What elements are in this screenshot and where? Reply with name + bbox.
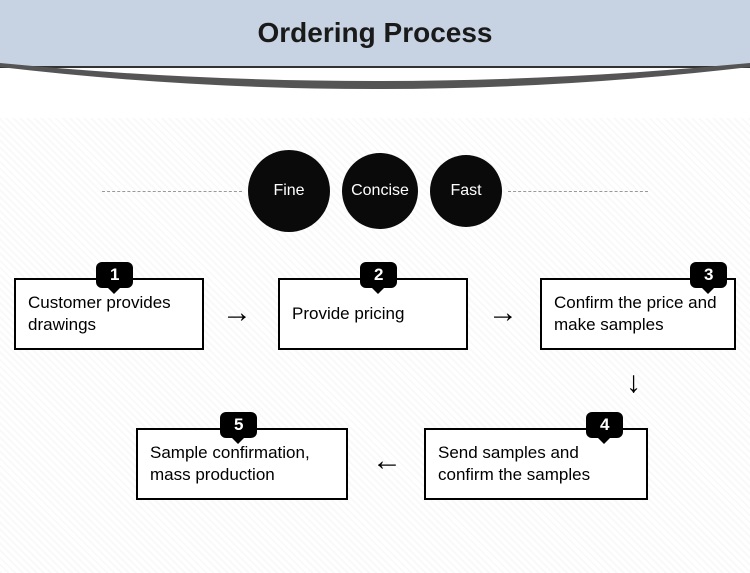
step-box-2: 2Provide pricing [278, 278, 468, 350]
step-text: Provide pricing [292, 303, 404, 325]
flow-arrow: → [488, 296, 518, 330]
page-title: Ordering Process [258, 17, 493, 49]
step-box-4: 4Send samples and confirm the samples [424, 428, 648, 500]
dashed-line-left [102, 191, 242, 192]
badge-label: Fast [450, 182, 481, 200]
step-text: Send samples and confirm the samples [438, 442, 634, 486]
header-bar: Ordering Process [0, 0, 750, 68]
badge-label: Concise [351, 182, 409, 200]
badge-fast: Fast [430, 155, 502, 227]
step-box-5: 5Sample confirmation, mass production [136, 428, 348, 500]
header-swoosh [0, 63, 750, 103]
badge-row: Fine Concise Fast [0, 146, 750, 236]
content-area: Fine Concise Fast 1Customer provides dra… [0, 118, 750, 573]
step-number: 5 [220, 412, 257, 438]
step-text: Customer provides drawings [28, 292, 190, 336]
badge-label: Fine [273, 182, 304, 200]
step-box-1: 1Customer provides drawings [14, 278, 204, 350]
step-number: 3 [690, 262, 727, 288]
step-text: Confirm the price and make samples [554, 292, 722, 336]
badge-fine: Fine [248, 150, 330, 232]
flow-arrow: → [222, 296, 252, 330]
dashed-line-right [508, 191, 648, 192]
step-number: 4 [586, 412, 623, 438]
badge-concise: Concise [342, 153, 418, 229]
step-box-3: 3Confirm the price and make samples [540, 278, 736, 350]
flow-arrow: ← [372, 444, 402, 478]
step-text: Sample confirmation, mass production [150, 442, 334, 486]
flow-arrow: ↓ [626, 366, 641, 400]
step-number: 2 [360, 262, 397, 288]
step-number: 1 [96, 262, 133, 288]
